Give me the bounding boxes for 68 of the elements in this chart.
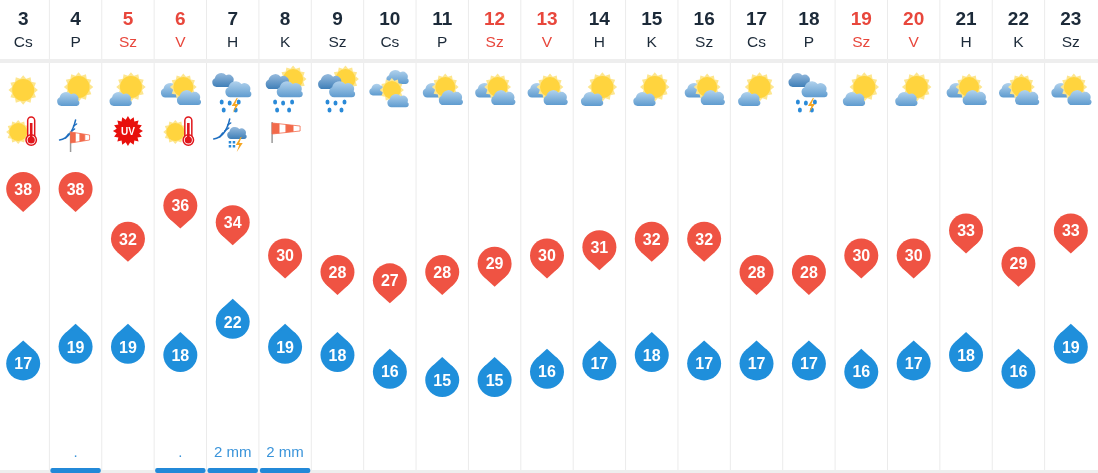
x-tick-label: 20 V <box>903 8 925 50</box>
data-label: 17 <box>904 355 923 373</box>
x-tick-label: 17 Cs <box>745 8 768 50</box>
data-label: 16 <box>380 363 399 381</box>
x-tick-label: 23 Sz <box>1060 8 1082 50</box>
data-label: 17 <box>590 355 609 373</box>
data-label: 17 <box>14 355 33 373</box>
x-tick-label: 7 H <box>227 8 239 50</box>
data-label: 30 <box>852 247 871 265</box>
data-label: 32 <box>119 230 137 248</box>
data-label: 18 <box>171 346 190 364</box>
x-tick-label: 10 Cs <box>379 8 401 50</box>
data-label: 18 <box>642 346 661 364</box>
data-label: 38 <box>66 180 85 198</box>
x-tick-label: 13 V <box>536 8 558 50</box>
x-tick-label: 21 H <box>955 8 978 50</box>
data-label: 16 <box>538 363 556 381</box>
data-label: 29 <box>485 255 504 273</box>
x-tick-label: 19 Sz <box>850 8 872 50</box>
data-label: 30 <box>538 247 556 265</box>
data-label: 33 <box>957 222 976 240</box>
text: . <box>73 443 78 460</box>
data-label: 30 <box>276 247 295 265</box>
data-label: 19 <box>66 338 85 356</box>
data-label: 36 <box>171 197 190 215</box>
data-label: 28 <box>800 263 818 281</box>
text: 2 mm <box>266 443 304 460</box>
x-tick-label: 16 Sz <box>693 8 715 50</box>
x-tick-label: 3 Cs <box>13 8 33 50</box>
data-label: 33 <box>1061 222 1080 240</box>
data-label: 17 <box>800 355 818 373</box>
x-tick-label: 6 V <box>175 8 187 50</box>
data-label: 30 <box>904 247 923 265</box>
x-tick-label: 22 K <box>1007 8 1029 50</box>
data-label: 38 <box>14 180 33 198</box>
data-label: 15 <box>433 371 452 389</box>
x-tick-label: 9 Sz <box>328 8 347 50</box>
data-label: 17 <box>695 355 714 373</box>
data-label: 32 <box>695 230 714 248</box>
data-label: 32 <box>642 230 661 248</box>
data-label: 15 <box>485 371 504 389</box>
x-tick-label: 14 H <box>588 8 611 50</box>
x-tick-label: 18 P <box>798 8 820 50</box>
data-label: 18 <box>957 346 976 364</box>
x-tick-label: 12 Sz <box>484 8 506 50</box>
data-label: 19 <box>119 338 137 356</box>
data-label: 29 <box>1009 255 1028 273</box>
data-label: 34 <box>223 213 242 231</box>
x-tick-label: 15 K <box>641 8 663 50</box>
x-tick-label: 5 Sz <box>118 8 137 50</box>
uv-icon: UV <box>112 116 143 146</box>
data-label: 28 <box>747 263 766 281</box>
data-label: 27 <box>380 272 399 290</box>
data-label: 31 <box>590 238 609 256</box>
x-tick-label: 11 P <box>432 8 453 50</box>
data-label: 28 <box>433 263 452 281</box>
data-label: 18 <box>328 346 347 364</box>
x-tick-label: 4 P <box>70 8 82 50</box>
data-label: 19 <box>276 338 295 356</box>
data-label: 16 <box>1009 363 1028 381</box>
data-label: 17 <box>747 355 766 373</box>
data-label: 16 <box>852 363 871 381</box>
data-label: 19 <box>1061 338 1080 356</box>
x-tick-label: 8 K <box>279 8 291 50</box>
text: . <box>178 443 183 460</box>
text: 2 mm <box>213 443 252 460</box>
data-label: 22 <box>223 313 242 331</box>
data-label: 28 <box>328 263 347 281</box>
